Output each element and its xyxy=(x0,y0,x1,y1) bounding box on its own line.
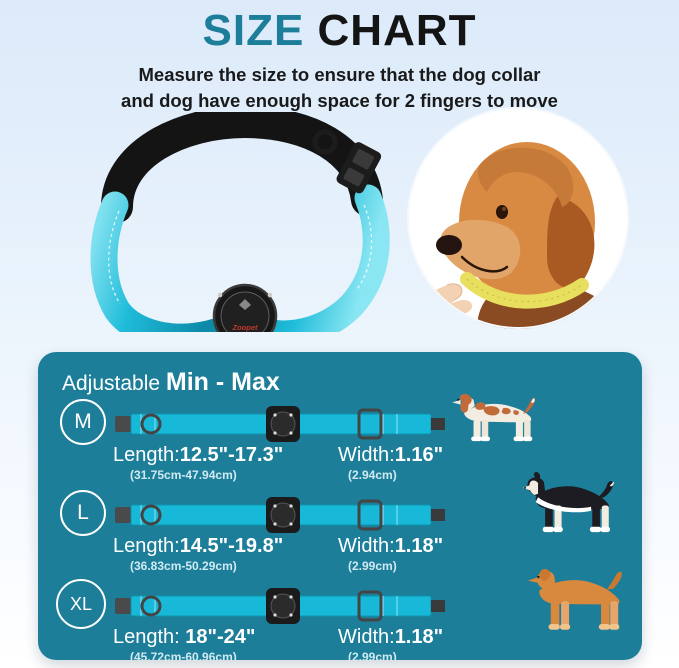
svg-text:Zoopet: Zoopet xyxy=(232,323,258,332)
